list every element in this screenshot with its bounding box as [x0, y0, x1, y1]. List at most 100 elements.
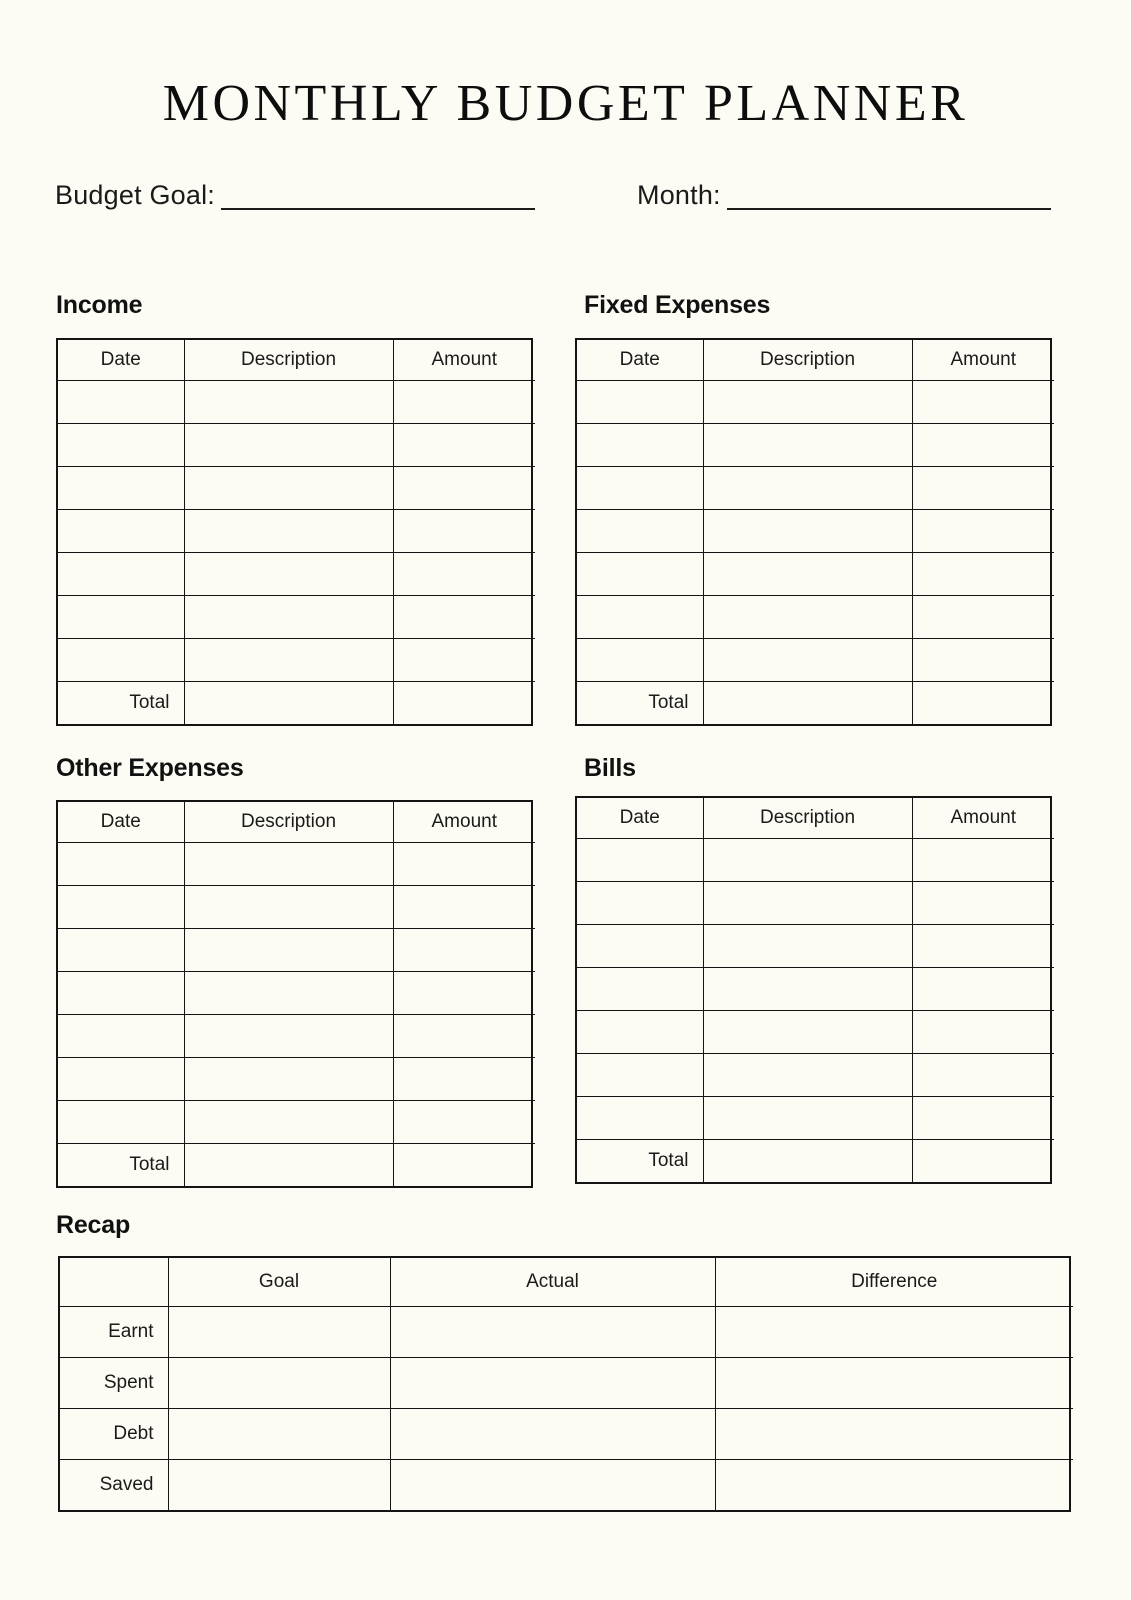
cell-amount[interactable]	[392, 423, 535, 467]
total-amount-cell[interactable]	[392, 1143, 535, 1186]
cell-date[interactable]	[577, 509, 704, 553]
cell-date[interactable]	[577, 924, 704, 968]
cell-date[interactable]	[577, 838, 704, 882]
cell-amount[interactable]	[911, 838, 1054, 882]
cell-goal[interactable]	[167, 1357, 391, 1409]
cell-date[interactable]	[58, 509, 185, 553]
table-row[interactable]	[577, 881, 1054, 925]
cell-amount[interactable]	[911, 380, 1054, 424]
cell-description[interactable]	[702, 552, 913, 596]
cell-date[interactable]	[58, 380, 185, 424]
cell-date[interactable]	[58, 638, 185, 682]
cell-actual[interactable]	[389, 1459, 716, 1510]
cell-amount[interactable]	[911, 423, 1054, 467]
table-row[interactable]	[58, 928, 535, 972]
cell-description[interactable]	[702, 1053, 913, 1097]
cell-amount[interactable]	[392, 552, 535, 596]
cell-amount[interactable]	[392, 509, 535, 553]
cell-date[interactable]	[58, 595, 185, 639]
cell-amount[interactable]	[392, 1057, 535, 1101]
total-amount-cell[interactable]	[911, 1139, 1054, 1182]
table-row[interactable]	[58, 595, 535, 639]
cell-date[interactable]	[577, 1053, 704, 1097]
table-row[interactable]	[58, 842, 535, 886]
other-expenses-table[interactable]: Date Description Amount Total	[56, 800, 535, 1188]
bills-table[interactable]: Date Description Amount Total	[575, 796, 1054, 1184]
cell-amount[interactable]	[911, 466, 1054, 510]
cell-date[interactable]	[58, 1014, 185, 1058]
cell-description[interactable]	[183, 380, 394, 424]
cell-date[interactable]	[577, 466, 704, 510]
cell-date[interactable]	[58, 885, 185, 929]
cell-amount[interactable]	[911, 638, 1054, 682]
month-field[interactable]: Month:	[637, 180, 1051, 210]
cell-amount[interactable]	[911, 509, 1054, 553]
table-row[interactable]	[577, 1096, 1054, 1140]
cell-amount[interactable]	[392, 842, 535, 886]
cell-description[interactable]	[702, 509, 913, 553]
table-row[interactable]	[58, 380, 535, 424]
budget-goal-field[interactable]: Budget Goal:	[55, 180, 535, 210]
table-row[interactable]	[577, 423, 1054, 467]
cell-date[interactable]	[577, 552, 704, 596]
cell-difference[interactable]	[714, 1408, 1073, 1460]
fixed-expenses-table[interactable]: Date Description Amount Total	[575, 338, 1054, 726]
cell-amount[interactable]	[392, 638, 535, 682]
table-total-row[interactable]: Total	[577, 681, 1054, 724]
table-row[interactable]	[58, 638, 535, 682]
table-row[interactable]	[577, 838, 1054, 882]
table-total-row[interactable]: Total	[58, 681, 535, 724]
cell-amount[interactable]	[392, 1014, 535, 1058]
cell-description[interactable]	[183, 971, 394, 1015]
cell-description[interactable]	[702, 423, 913, 467]
total-description-cell[interactable]	[183, 1143, 394, 1186]
cell-date[interactable]	[58, 971, 185, 1015]
cell-amount[interactable]	[392, 885, 535, 929]
cell-description[interactable]	[702, 595, 913, 639]
table-row[interactable]	[577, 509, 1054, 553]
table-row[interactable]	[577, 552, 1054, 596]
cell-amount[interactable]	[911, 552, 1054, 596]
cell-date[interactable]	[577, 638, 704, 682]
cell-amount[interactable]	[392, 595, 535, 639]
cell-actual[interactable]	[389, 1408, 716, 1460]
cell-description[interactable]	[183, 552, 394, 596]
cell-date[interactable]	[58, 1057, 185, 1101]
month-input[interactable]	[726, 182, 1051, 210]
cell-amount[interactable]	[392, 466, 535, 510]
cell-difference[interactable]	[714, 1459, 1073, 1510]
cell-description[interactable]	[183, 842, 394, 886]
cell-description[interactable]	[183, 423, 394, 467]
cell-goal[interactable]	[167, 1408, 391, 1460]
cell-date[interactable]	[58, 842, 185, 886]
table-row[interactable]: Debt	[60, 1408, 1073, 1460]
table-total-row[interactable]: Total	[58, 1143, 535, 1186]
cell-amount[interactable]	[392, 380, 535, 424]
cell-amount[interactable]	[911, 595, 1054, 639]
table-row[interactable]	[577, 638, 1054, 682]
cell-date[interactable]	[577, 423, 704, 467]
cell-amount[interactable]	[392, 1100, 535, 1144]
table-row[interactable]: Earnt	[60, 1306, 1073, 1358]
table-row[interactable]	[58, 885, 535, 929]
cell-description[interactable]	[702, 924, 913, 968]
cell-date[interactable]	[58, 423, 185, 467]
table-row[interactable]	[577, 1053, 1054, 1097]
cell-description[interactable]	[183, 1014, 394, 1058]
table-row[interactable]	[58, 466, 535, 510]
cell-description[interactable]	[183, 509, 394, 553]
total-amount-cell[interactable]	[392, 681, 535, 724]
cell-description[interactable]	[702, 638, 913, 682]
cell-date[interactable]	[577, 595, 704, 639]
cell-date[interactable]	[577, 881, 704, 925]
table-row[interactable]	[577, 380, 1054, 424]
cell-date[interactable]	[58, 1100, 185, 1144]
table-row[interactable]	[577, 595, 1054, 639]
cell-goal[interactable]	[167, 1306, 391, 1358]
income-table[interactable]: Date Description Amount Total	[56, 338, 535, 726]
cell-description[interactable]	[183, 885, 394, 929]
table-row[interactable]	[58, 1057, 535, 1101]
cell-description[interactable]	[702, 838, 913, 882]
cell-description[interactable]	[183, 1057, 394, 1101]
cell-date[interactable]	[58, 928, 185, 972]
